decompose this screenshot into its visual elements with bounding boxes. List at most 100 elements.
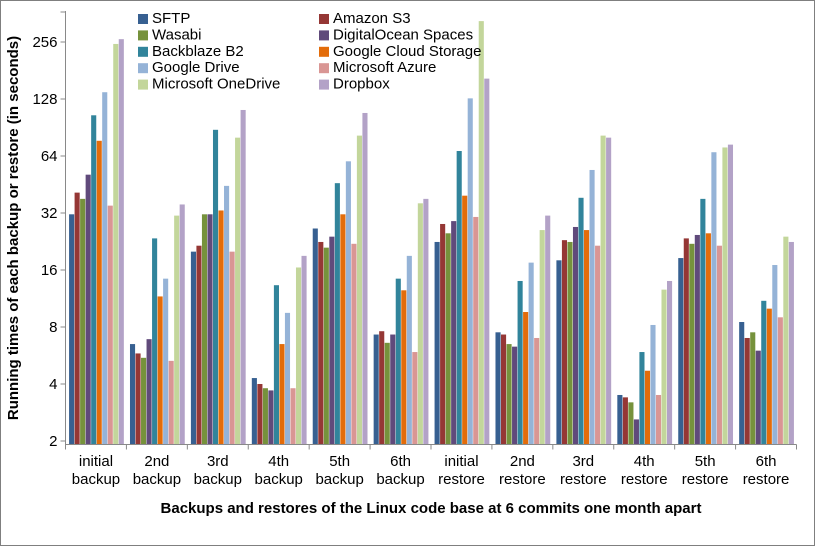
bar-google-drive-4 bbox=[284, 312, 291, 445]
bar-dropbox-1 bbox=[118, 39, 124, 445]
bar-backblaze-b2-1 bbox=[91, 115, 97, 445]
svg-text:backup: backup bbox=[72, 471, 120, 488]
bar-sftp-8 bbox=[495, 332, 501, 445]
bar-google-cloud-storage-8 bbox=[523, 312, 529, 445]
bar-backblaze-b2-8 bbox=[517, 280, 523, 445]
legend-item-microsoft-onedrive: Microsoft OneDrive bbox=[138, 76, 280, 93]
legend-item-google-cloud-storage: Google Cloud Storage bbox=[319, 43, 481, 60]
bar-amazon-s3-9 bbox=[561, 240, 568, 445]
legend-swatch bbox=[138, 30, 148, 41]
bar-wasabi-11 bbox=[689, 243, 695, 445]
svg-text:initial: initial bbox=[444, 453, 478, 470]
svg-text:3rd: 3rd bbox=[572, 453, 594, 470]
legend-item-dropbox: Dropbox bbox=[319, 76, 390, 93]
bar-digitalocean-spaces-4 bbox=[268, 390, 274, 445]
bar-microsoft-onedrive-8 bbox=[539, 230, 545, 445]
bar-google-drive-3 bbox=[224, 185, 230, 445]
bar-sftp-6 bbox=[373, 334, 379, 445]
bar-amazon-s3-1 bbox=[74, 192, 80, 445]
bar-microsoft-azure-10 bbox=[655, 394, 662, 445]
bar-microsoft-azure-11 bbox=[716, 245, 722, 445]
bar-digitalocean-spaces-6 bbox=[390, 334, 396, 445]
bar-backblaze-b2-9 bbox=[578, 197, 584, 445]
bar-dropbox-9 bbox=[606, 137, 612, 445]
svg-text:restore: restore bbox=[621, 471, 668, 488]
bar-wasabi-7 bbox=[445, 233, 451, 445]
bar-backblaze-b2-4 bbox=[273, 285, 279, 445]
bar-sftp-10 bbox=[617, 394, 623, 445]
bar-digitalocean-spaces-5 bbox=[329, 236, 335, 445]
bar-google-drive-12 bbox=[772, 265, 778, 445]
legend-item-sftp: SFTP bbox=[138, 10, 190, 27]
y-tick-2: 2 bbox=[49, 433, 57, 450]
bar-amazon-s3-4 bbox=[257, 384, 263, 445]
bar-digitalocean-spaces-1 bbox=[85, 174, 91, 445]
axes-layer: 248163264128256initialbackup2ndbackup3rd… bbox=[32, 11, 797, 488]
bar-backblaze-b2-10 bbox=[639, 352, 645, 445]
svg-text:backup: backup bbox=[194, 471, 242, 488]
bar-backblaze-b2-12 bbox=[761, 300, 767, 445]
bar-sftp-9 bbox=[556, 260, 562, 445]
bar-dropbox-5 bbox=[362, 112, 368, 445]
bar-dropbox-10 bbox=[667, 280, 673, 445]
bar-microsoft-onedrive-9 bbox=[600, 135, 606, 445]
bar-google-cloud-storage-2 bbox=[157, 296, 163, 445]
bar-microsoft-onedrive-4 bbox=[295, 267, 302, 445]
legend-swatch bbox=[138, 14, 148, 24]
bar-microsoft-onedrive-6 bbox=[417, 203, 423, 445]
bar-microsoft-onedrive-3 bbox=[235, 137, 241, 445]
bar-wasabi-12 bbox=[750, 332, 756, 445]
bar-microsoft-azure-4 bbox=[290, 388, 296, 445]
svg-text:restore: restore bbox=[743, 471, 790, 488]
bar-microsoft-azure-2 bbox=[168, 360, 174, 445]
legend-swatch bbox=[138, 79, 148, 90]
legend-swatch bbox=[319, 30, 329, 41]
svg-text:6th: 6th bbox=[756, 453, 777, 470]
bar-google-cloud-storage-9 bbox=[584, 230, 590, 445]
bar-sftp-7 bbox=[434, 241, 440, 445]
legend-swatch bbox=[319, 79, 329, 90]
y-tick-256: 256 bbox=[32, 34, 57, 51]
legend-label: Google Drive bbox=[152, 59, 240, 76]
legend: SFTP Amazon S3 Wasabi DigitalOcean Spaces Ba… bbox=[138, 10, 481, 93]
svg-text:initial: initial bbox=[79, 453, 113, 470]
legend-label: Microsoft Azure bbox=[333, 59, 436, 76]
bar-google-cloud-storage-7 bbox=[462, 195, 468, 445]
bar-sftp-1 bbox=[69, 214, 75, 445]
y-tick-64: 64 bbox=[41, 148, 58, 165]
bar-amazon-s3-10 bbox=[622, 397, 628, 445]
bar-dropbox-8 bbox=[545, 215, 551, 445]
bar-amazon-s3-12 bbox=[744, 337, 750, 445]
legend-label: Dropbox bbox=[333, 76, 390, 93]
legend-item-wasabi: Wasabi bbox=[138, 26, 201, 43]
bar-google-drive-10 bbox=[650, 324, 656, 445]
y-tick-32: 32 bbox=[41, 205, 58, 222]
bar-wasabi-9 bbox=[567, 241, 573, 445]
svg-text:restore: restore bbox=[560, 471, 607, 488]
bar-amazon-s3-7 bbox=[440, 223, 446, 445]
bar-microsoft-azure-6 bbox=[412, 352, 418, 445]
bar-wasabi-3 bbox=[201, 214, 208, 445]
bar-backblaze-b2-2 bbox=[152, 238, 158, 445]
svg-text:backup: backup bbox=[315, 471, 363, 488]
bar-microsoft-azure-7 bbox=[473, 216, 479, 445]
bar-google-drive-7 bbox=[467, 98, 473, 445]
x-axis-title: Backups and restores of the Linux code b… bbox=[161, 500, 702, 517]
legend-item-microsoft-azure: Microsoft Azure bbox=[319, 59, 436, 76]
bar-google-cloud-storage-6 bbox=[401, 290, 407, 445]
svg-text:2nd: 2nd bbox=[510, 453, 535, 470]
bar-microsoft-azure-12 bbox=[777, 317, 783, 445]
bar-wasabi-1 bbox=[80, 198, 86, 445]
bar-google-drive-11 bbox=[711, 152, 717, 445]
bar-dropbox-7 bbox=[484, 78, 490, 445]
svg-text:2nd: 2nd bbox=[144, 453, 169, 470]
bar-google-cloud-storage-5 bbox=[340, 214, 346, 445]
legend-item-digitalocean-spaces: DigitalOcean Spaces bbox=[319, 26, 473, 43]
